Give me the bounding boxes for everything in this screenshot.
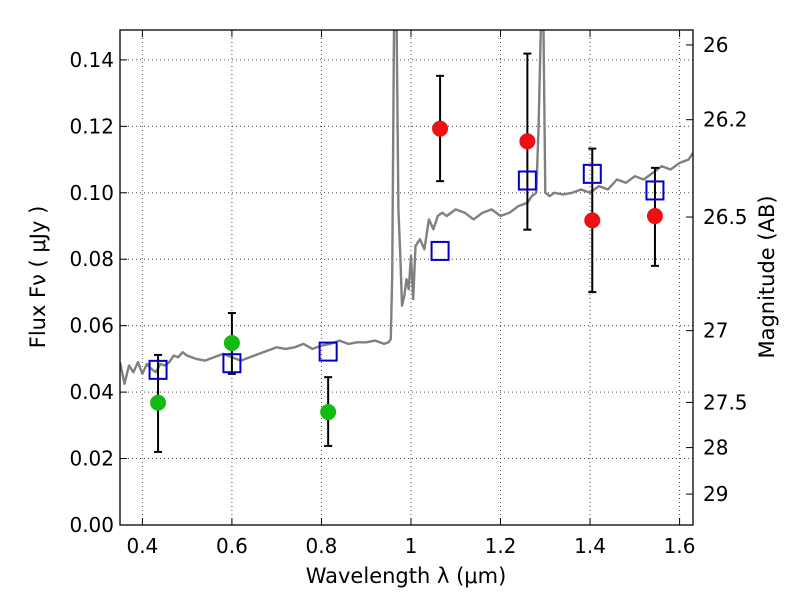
right-tick-label: 28 bbox=[703, 436, 728, 460]
model-photometry-square bbox=[222, 353, 242, 374]
right-tick-label: 27 bbox=[703, 319, 728, 343]
x-tick-label: 0.6 bbox=[216, 534, 248, 558]
y-tick-label: 0.12 bbox=[69, 114, 114, 138]
plot-area bbox=[120, 30, 693, 453]
model-photometry-square bbox=[148, 359, 168, 380]
model-photometry-square bbox=[430, 240, 450, 261]
y-tick-label: 0.00 bbox=[69, 513, 114, 537]
y-tick-label: 0.02 bbox=[69, 447, 114, 471]
x-tick-label: 1.4 bbox=[574, 534, 606, 558]
model-photometry-square bbox=[645, 180, 665, 201]
x-tick-label: 1.6 bbox=[664, 534, 696, 558]
y-tick-label: 0.06 bbox=[69, 314, 114, 338]
x-tick-label: 1.2 bbox=[485, 534, 517, 558]
observed-point bbox=[646, 208, 663, 225]
x-tick-label: 1 bbox=[405, 534, 418, 558]
x-tick-label: 0.4 bbox=[126, 534, 158, 558]
y-axis-label: Flux Fν ( μJy ) bbox=[26, 206, 50, 349]
model-photometry-square bbox=[582, 163, 602, 184]
y-tick-label: 0.08 bbox=[69, 247, 114, 271]
x-axis-label: Wavelength λ (μm) bbox=[306, 564, 507, 588]
observed-point bbox=[432, 120, 449, 137]
observed-point bbox=[519, 133, 536, 150]
right-tick-label: 26.2 bbox=[703, 108, 748, 132]
axes: 0.4 0.6 0.8 1 1.2 1.4 1.6 0.00 0.02 0.04 0.06 0.08 0… bbox=[69, 30, 748, 558]
right-tick-label: 27.5 bbox=[703, 390, 748, 414]
observed-point bbox=[150, 394, 167, 411]
observed-point bbox=[584, 212, 601, 229]
right-tick-label: 29 bbox=[703, 482, 728, 506]
observed-point bbox=[320, 404, 337, 421]
model-spectrum-line bbox=[120, 30, 693, 385]
y-tick-label: 0.14 bbox=[69, 48, 114, 72]
plot-frame bbox=[119, 29, 694, 526]
right-tick-label: 26 bbox=[703, 33, 728, 57]
model-photometry-square bbox=[318, 341, 338, 362]
y-tick-label: 0.04 bbox=[69, 380, 114, 404]
x-tick-label: 0.8 bbox=[306, 534, 338, 558]
observed-point bbox=[223, 334, 240, 351]
y-tick-label: 0.10 bbox=[69, 181, 114, 205]
grid bbox=[120, 30, 693, 526]
right-tick-label: 26.5 bbox=[703, 205, 748, 229]
model-photometry-square bbox=[517, 170, 537, 191]
right-axis-label: Magnitude (AB) bbox=[755, 195, 779, 358]
